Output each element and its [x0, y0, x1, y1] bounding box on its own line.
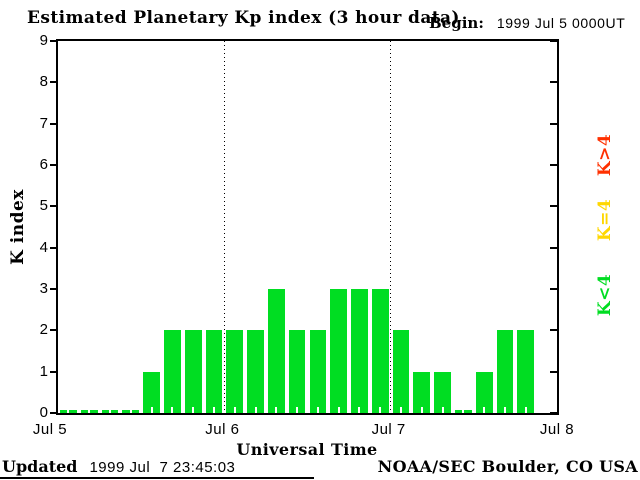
x-axis-day-label: Jul 7 — [371, 421, 406, 438]
y-axis-tick-left — [50, 412, 56, 414]
begin-value: 1999 Jul 5 0000UT — [496, 15, 626, 31]
legend-k-eq-4: K=4 — [595, 198, 615, 242]
kp-bar — [101, 410, 119, 413]
y-axis-tick-label: 2 — [39, 321, 48, 339]
y-axis-tick-left — [50, 329, 56, 332]
kp-bar — [351, 289, 368, 413]
y-axis-tick-label: 6 — [39, 156, 48, 173]
y-axis-title: K index — [8, 189, 28, 265]
kp-bar — [455, 410, 472, 413]
y-axis-tick-label: 8 — [39, 73, 48, 91]
y-axis-tick-left — [50, 81, 56, 84]
y-axis-tick-right — [550, 288, 557, 290]
x-axis-title: Universal Time — [236, 440, 378, 459]
kp-bar — [247, 330, 264, 413]
credit-text: NOAA/SEC Boulder, CO USA — [377, 457, 638, 476]
y-axis-tick-right — [550, 122, 557, 125]
legend-k-gt-4: K>4 — [595, 133, 615, 177]
kp-bar — [60, 410, 77, 413]
kp-bar — [309, 330, 327, 413]
kp-bar — [496, 330, 514, 413]
begin-info: Begin: 1999 Jul 5 0000UT — [429, 14, 625, 32]
kp-bar — [434, 371, 452, 413]
x-axis-day-label: Jul 6 — [205, 421, 240, 438]
y-axis-tick-left — [50, 122, 56, 125]
kp-bar — [475, 371, 493, 413]
y-axis-tick-right — [550, 164, 557, 166]
y-axis-tick-label: 9 — [39, 32, 48, 49]
kp-bar — [205, 330, 223, 413]
kp-bar — [288, 330, 306, 413]
kp-bar — [143, 371, 160, 413]
begin-label: Begin: — [429, 14, 484, 32]
day-boundary-gridline — [390, 41, 392, 413]
kp-bar — [184, 330, 202, 413]
y-axis-tick-left — [50, 246, 56, 249]
y-axis-tick-right — [550, 246, 557, 249]
bottom-rule — [0, 477, 314, 479]
kp-bar — [267, 289, 285, 413]
y-axis-tick-label: 3 — [39, 280, 48, 297]
y-axis-tick-right — [550, 329, 557, 332]
day-boundary-gridline — [223, 41, 225, 413]
y-axis-tick-right — [550, 205, 557, 208]
legend-k-lt-4: K<4 — [595, 273, 615, 317]
kp-bar — [413, 371, 431, 413]
plot-area — [56, 39, 559, 415]
y-axis-tick-right — [550, 40, 557, 42]
kp-bar — [392, 330, 410, 413]
y-axis-tick-left — [50, 40, 56, 42]
kp-bar — [163, 330, 181, 413]
kp-bar — [371, 289, 389, 413]
y-axis-tick-label: 1 — [39, 362, 48, 380]
y-axis-tick-left — [50, 288, 56, 290]
x-axis-day-label: Jul 5 — [32, 421, 68, 438]
y-axis-tick-label: 5 — [39, 197, 48, 215]
kp-bar — [226, 330, 244, 413]
updated-info: Updated 1999 Jul 7 23:45:03 — [2, 457, 235, 476]
y-axis-tick-left — [50, 164, 56, 166]
kp-bar — [517, 330, 535, 413]
y-axis-tick-right — [550, 81, 557, 84]
y-axis-tick-label: 4 — [39, 238, 48, 256]
y-axis-tick-left — [50, 205, 56, 208]
chart-title: Estimated Planetary Kp index (3 hour dat… — [27, 8, 460, 28]
kp-bar — [80, 410, 98, 413]
updated-timestamp: 1999 Jul 7 23:45:03 — [89, 459, 236, 476]
y-axis-tick-right — [550, 370, 557, 373]
y-axis-tick-right — [550, 412, 557, 414]
kp-bar — [122, 410, 140, 413]
y-axis-tick-label: 7 — [39, 114, 48, 132]
updated-label: Updated — [2, 457, 78, 476]
y-axis-tick-label: 0 — [39, 404, 48, 421]
kp-bar — [330, 289, 348, 413]
x-axis-day-label: Jul 8 — [539, 421, 575, 438]
y-axis-tick-left — [50, 370, 56, 373]
